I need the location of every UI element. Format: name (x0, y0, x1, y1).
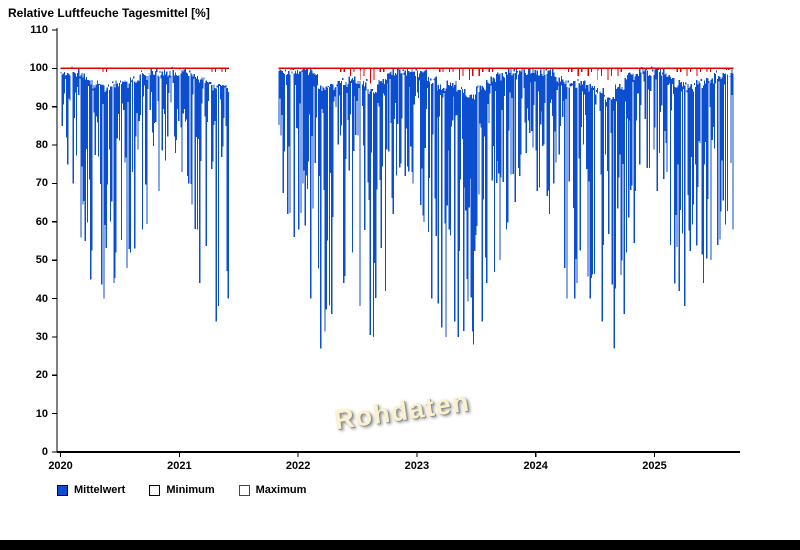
legend-label-maximum: Maximum (255, 484, 307, 496)
legend-item-mittelwert: Mittelwert (57, 484, 125, 496)
y-tick-label: 60 (35, 215, 48, 228)
x-tick-label: 2023 (404, 460, 430, 472)
legend-label-minimum: Minimum (166, 484, 215, 496)
y-tick-label: 50 (35, 254, 48, 267)
y-tick-label: 10 (35, 407, 48, 420)
legend-item-minimum: Minimum (149, 484, 215, 496)
bottom-black-bar (0, 540, 800, 550)
minimum-swatch-icon (149, 484, 161, 496)
x-tick-label: 2022 (285, 460, 311, 472)
y-tick-label: 90 (35, 100, 48, 113)
x-tick-label: 2021 (167, 460, 192, 472)
y-tick-label: 0 (41, 446, 48, 458)
y-tick-label: 70 (35, 177, 48, 190)
chart-title: Relative Luftfeuche Tagesmittel [%] (8, 6, 210, 20)
legend: Mittelwert Minimum Maximum (57, 484, 306, 496)
legend-label-mittelwert: Mittelwert (74, 484, 126, 496)
x-tick-label: 2024 (523, 460, 548, 472)
x-tick-label: 2025 (642, 460, 667, 472)
y-tick-label: 110 (30, 24, 48, 36)
y-tick-label: 20 (35, 369, 48, 382)
y-tick-label: 80 (35, 139, 48, 152)
maximum-swatch-icon (238, 484, 250, 496)
y-tick-label: 40 (35, 292, 48, 305)
legend-item-maximum: Maximum (238, 484, 307, 496)
mittelwert-swatch-icon (57, 484, 68, 496)
x-tick-label: 2020 (48, 460, 73, 472)
y-tick-label: 100 (29, 62, 48, 75)
y-tick-label: 30 (35, 330, 48, 343)
